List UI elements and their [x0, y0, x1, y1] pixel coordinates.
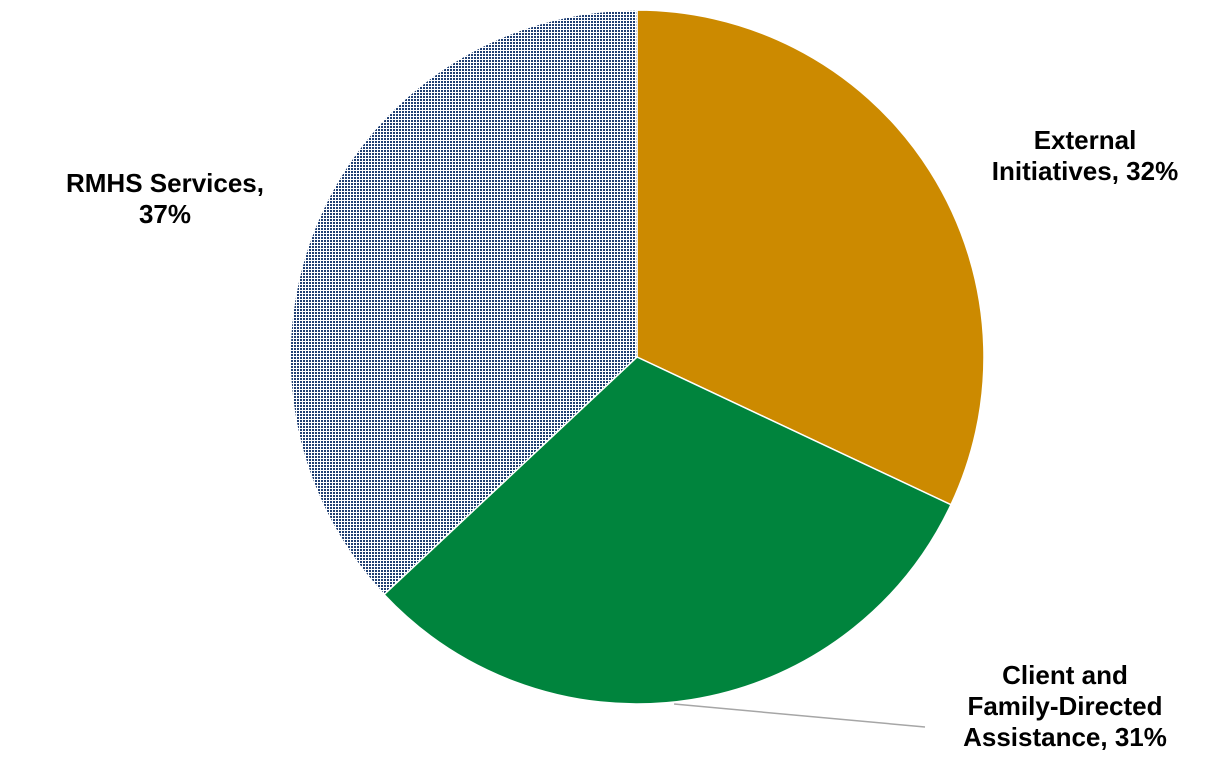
label-line: Client and: [1002, 660, 1128, 690]
pie-slice-rmhs-services: [289, 9, 638, 596]
leader-line: [674, 703, 926, 728]
label-line: Family-Directed: [967, 691, 1163, 721]
label-line: Initiatives, 32%: [991, 156, 1179, 186]
label-line: 37%: [138, 199, 192, 229]
pie-slice-external-initiatives: [636, 9, 985, 506]
slice-label-external-initiatives: External Initiatives, 32%: [945, 125, 1214, 187]
label-line: Assistance, 31%: [963, 722, 1167, 752]
slice-label-rmhs-services: RMHS Services, 37%: [10, 168, 320, 230]
pie-slice-client-and-family-directed-assistance: [382, 356, 952, 705]
label-line: External: [1033, 125, 1137, 155]
slice-label-client-family-directed-assistance: Client and Family-Directed Assistance, 3…: [925, 660, 1205, 753]
label-line: RMHS Services,: [66, 168, 264, 198]
